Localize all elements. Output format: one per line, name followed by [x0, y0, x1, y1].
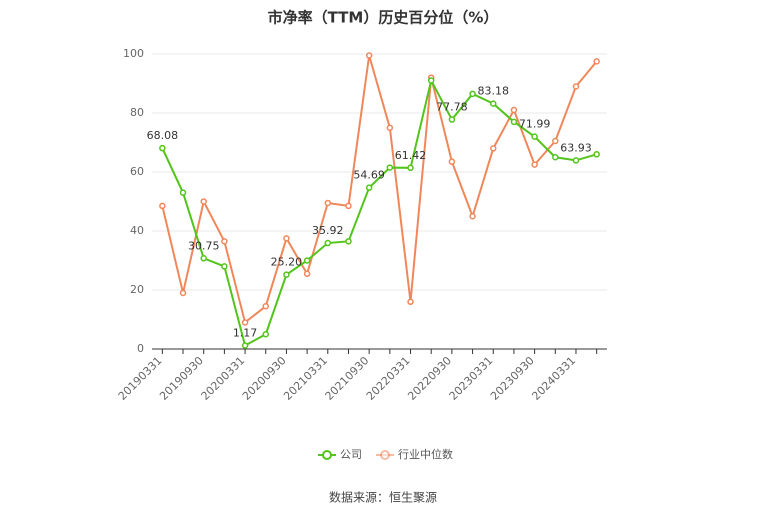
point	[365, 184, 373, 191]
point	[448, 158, 456, 165]
point	[365, 52, 373, 59]
legend-marker	[322, 450, 332, 460]
x-tick-label: 20200331	[199, 354, 248, 403]
y-tick-label: 20	[130, 283, 144, 296]
point	[221, 238, 228, 245]
point	[345, 238, 352, 245]
point	[200, 255, 207, 262]
point	[427, 77, 435, 84]
point	[386, 164, 394, 171]
data-label: 35.92	[312, 224, 344, 237]
point	[552, 137, 559, 145]
point	[469, 90, 476, 98]
x-tick-label: 20190331	[116, 354, 165, 403]
y-tick-label: 80	[130, 106, 144, 119]
point	[179, 189, 187, 196]
data-label: 68.08	[147, 129, 179, 142]
x-tick-label: 20220930	[405, 354, 454, 403]
point	[490, 100, 497, 107]
data-label: 1.17	[233, 327, 258, 340]
point	[510, 118, 518, 126]
x-tick-label: 20230930	[488, 354, 537, 403]
point	[324, 199, 332, 207]
x-tick-label: 20220331	[364, 354, 413, 403]
data-label: 30.75	[188, 239, 220, 252]
point	[262, 331, 269, 338]
data-label: 25.20	[271, 256, 303, 269]
point	[552, 154, 559, 161]
point	[531, 133, 538, 140]
point	[345, 202, 352, 210]
point	[572, 157, 580, 164]
x-tick-label: 20210331	[281, 354, 330, 403]
x-tick-label: 20200930	[240, 354, 289, 403]
point	[407, 164, 414, 172]
point	[531, 161, 538, 168]
point	[469, 213, 476, 220]
point	[179, 289, 187, 297]
legend-label: 公司	[340, 448, 362, 461]
series-line	[161, 55, 598, 325]
data-label: 63.93	[560, 141, 592, 154]
y-tick-label: 60	[130, 165, 144, 178]
point	[510, 106, 518, 114]
y-tick-label: 100	[123, 47, 144, 60]
point	[303, 270, 311, 278]
data-label: 54.69	[353, 169, 385, 182]
data-label: 83.18	[478, 85, 510, 98]
point	[448, 116, 456, 123]
legend-marker	[380, 450, 390, 460]
source: 数据来源：恒生聚源	[329, 490, 437, 505]
y-tick-label: 0	[137, 342, 144, 355]
legend-label: 行业中位数	[398, 447, 453, 461]
series-line	[161, 77, 597, 348]
point	[283, 271, 290, 278]
point	[407, 298, 414, 306]
point	[283, 235, 290, 242]
chart-title: 市净率（TTM）历史百分位（%）	[268, 9, 499, 27]
x-tick-label: 20230331	[447, 354, 496, 403]
point	[572, 83, 580, 90]
x-tick-label: 20210930	[323, 354, 372, 403]
point	[200, 198, 207, 205]
point	[159, 144, 166, 152]
point	[221, 263, 228, 270]
point	[324, 239, 332, 247]
point	[159, 202, 166, 210]
point	[490, 145, 497, 152]
data-label: 71.99	[519, 118, 551, 131]
point	[241, 319, 249, 326]
point	[593, 58, 600, 65]
x-tick-label: 20190930	[157, 354, 206, 403]
point	[262, 302, 269, 310]
y-tick-label: 40	[130, 224, 144, 237]
data-label: 61.42	[395, 149, 427, 162]
point	[303, 257, 311, 264]
point	[386, 124, 394, 131]
point	[241, 342, 249, 349]
data-label: 77.78	[436, 101, 468, 114]
x-tick-label: 20240331	[529, 354, 578, 403]
point	[593, 151, 600, 158]
